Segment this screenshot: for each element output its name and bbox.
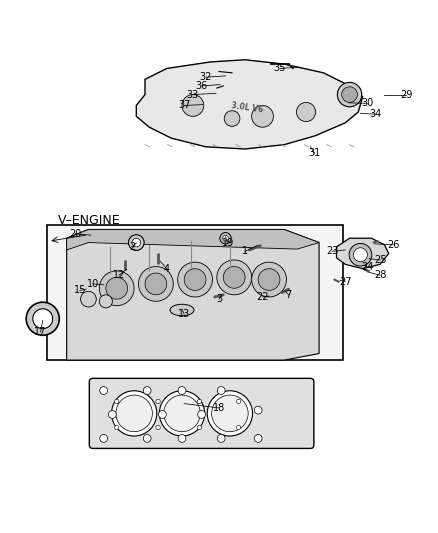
Circle shape xyxy=(100,434,108,442)
Circle shape xyxy=(178,386,186,394)
Circle shape xyxy=(112,391,157,436)
Circle shape xyxy=(223,266,245,288)
Text: 13: 13 xyxy=(178,309,190,319)
Text: 34: 34 xyxy=(370,109,382,119)
Circle shape xyxy=(353,248,367,262)
Text: 33: 33 xyxy=(187,90,199,100)
Circle shape xyxy=(138,266,173,301)
Text: 31: 31 xyxy=(309,148,321,158)
Circle shape xyxy=(115,425,119,430)
Circle shape xyxy=(33,309,53,329)
Text: 22: 22 xyxy=(256,292,269,302)
Text: 2: 2 xyxy=(129,242,135,252)
Text: 28: 28 xyxy=(374,270,386,280)
Circle shape xyxy=(252,106,273,127)
Circle shape xyxy=(156,425,160,430)
Circle shape xyxy=(223,236,228,241)
Polygon shape xyxy=(67,230,319,250)
Circle shape xyxy=(197,425,201,430)
FancyBboxPatch shape xyxy=(47,225,343,360)
Circle shape xyxy=(156,399,160,403)
Circle shape xyxy=(207,391,253,436)
Circle shape xyxy=(115,399,119,403)
Text: 1: 1 xyxy=(242,246,248,256)
Circle shape xyxy=(198,410,205,418)
Circle shape xyxy=(297,102,316,122)
Polygon shape xyxy=(336,238,389,269)
Polygon shape xyxy=(136,60,363,149)
Circle shape xyxy=(349,244,372,266)
Circle shape xyxy=(178,262,212,297)
Text: 17: 17 xyxy=(34,327,47,337)
Circle shape xyxy=(258,269,280,290)
Circle shape xyxy=(164,395,200,432)
Text: 25: 25 xyxy=(374,255,386,265)
Text: 12: 12 xyxy=(113,270,125,280)
Circle shape xyxy=(99,271,134,305)
Text: 35: 35 xyxy=(274,63,286,74)
Text: 24: 24 xyxy=(361,262,373,271)
Text: 18: 18 xyxy=(213,403,225,413)
Circle shape xyxy=(337,83,362,107)
Text: 32: 32 xyxy=(200,72,212,82)
Text: 30: 30 xyxy=(361,98,373,108)
Circle shape xyxy=(252,262,286,297)
Circle shape xyxy=(128,235,144,251)
Circle shape xyxy=(143,386,151,394)
Text: V–ENGINE: V–ENGINE xyxy=(58,214,120,227)
Text: 3: 3 xyxy=(216,294,222,304)
Circle shape xyxy=(212,395,248,432)
Text: 19: 19 xyxy=(222,238,234,247)
Text: 37: 37 xyxy=(178,100,191,110)
Circle shape xyxy=(106,277,127,299)
Circle shape xyxy=(100,386,108,394)
Text: 29: 29 xyxy=(400,90,412,100)
Text: 7: 7 xyxy=(286,290,292,300)
Circle shape xyxy=(224,111,240,126)
Circle shape xyxy=(81,292,96,307)
Circle shape xyxy=(237,399,241,403)
Circle shape xyxy=(116,395,152,432)
Text: 15: 15 xyxy=(74,286,86,295)
Circle shape xyxy=(237,425,241,430)
Circle shape xyxy=(145,273,167,295)
Circle shape xyxy=(342,87,357,102)
Text: 4: 4 xyxy=(164,264,170,273)
Circle shape xyxy=(197,399,201,403)
Circle shape xyxy=(132,238,141,247)
Text: 23: 23 xyxy=(326,246,338,256)
Circle shape xyxy=(159,391,205,436)
Circle shape xyxy=(217,434,225,442)
Circle shape xyxy=(26,302,59,335)
Text: 20: 20 xyxy=(69,229,81,239)
Circle shape xyxy=(217,386,225,394)
Circle shape xyxy=(182,94,204,116)
Text: 36: 36 xyxy=(195,81,208,91)
Polygon shape xyxy=(67,230,319,360)
Circle shape xyxy=(220,232,231,244)
Ellipse shape xyxy=(170,304,194,316)
Circle shape xyxy=(178,434,186,442)
FancyBboxPatch shape xyxy=(89,378,314,448)
Circle shape xyxy=(217,260,252,295)
Text: 10: 10 xyxy=(87,279,99,289)
Circle shape xyxy=(143,434,151,442)
Text: 3.0L V6: 3.0L V6 xyxy=(231,101,264,114)
Circle shape xyxy=(99,295,113,308)
Circle shape xyxy=(254,406,262,414)
Circle shape xyxy=(109,410,116,418)
Circle shape xyxy=(254,434,262,442)
Text: 27: 27 xyxy=(339,277,351,287)
Circle shape xyxy=(159,410,166,418)
Circle shape xyxy=(184,269,206,290)
Text: 26: 26 xyxy=(387,240,399,250)
